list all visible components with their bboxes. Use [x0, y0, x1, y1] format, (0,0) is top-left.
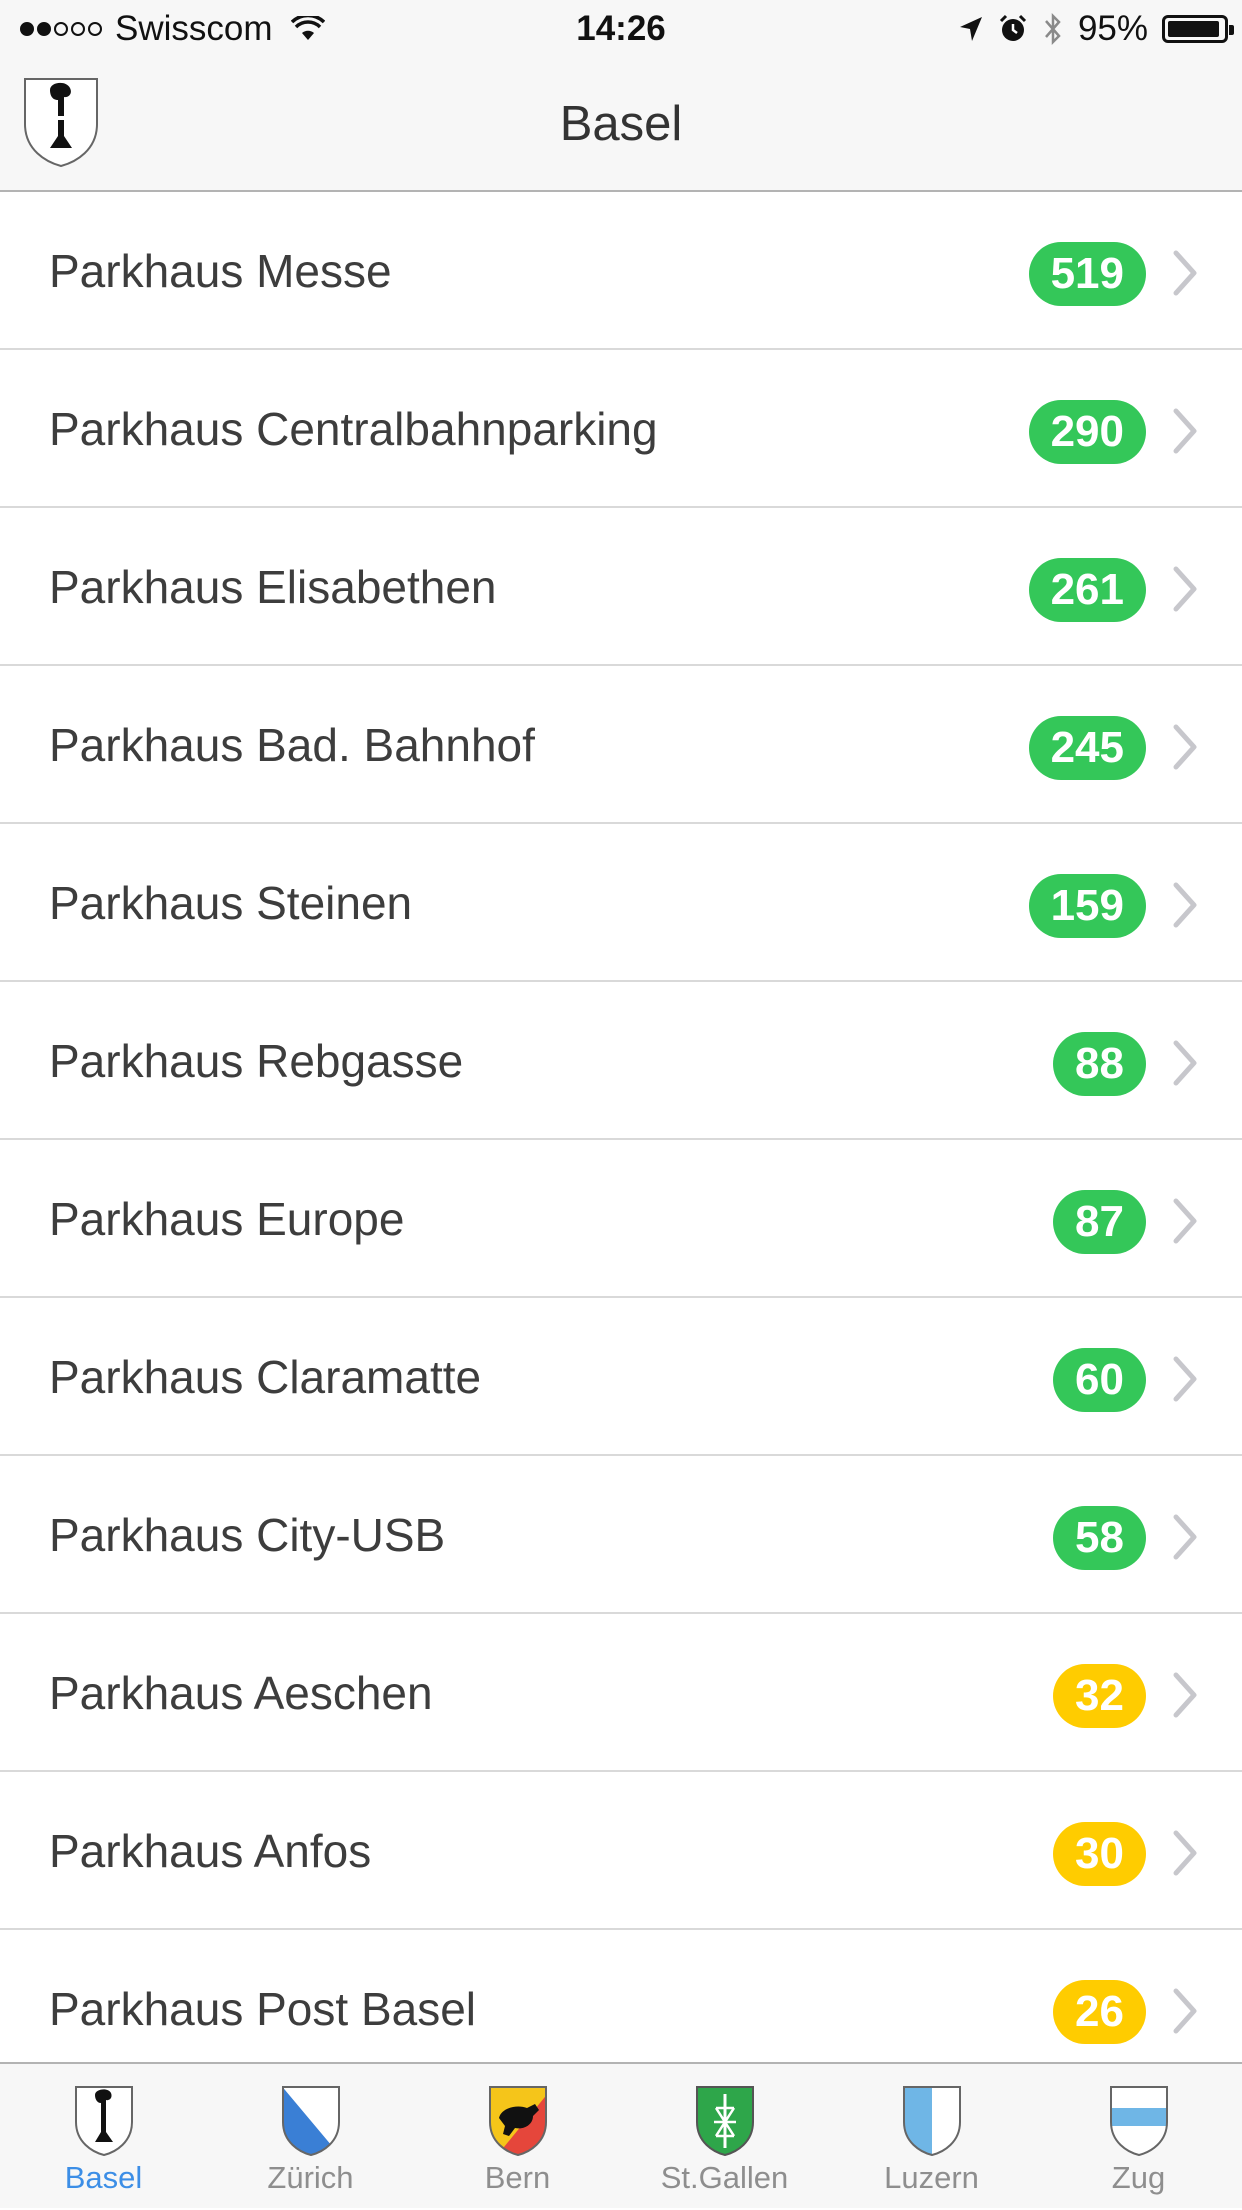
carrier-name: Swisscom: [115, 9, 273, 48]
tab-bern[interactable]: Bern: [414, 2064, 621, 2210]
parking-name: Parkhaus Messe: [49, 245, 392, 297]
wifi-icon: [290, 16, 325, 40]
free-spaces-badge: 60: [1053, 1348, 1146, 1412]
list-item[interactable]: Parkhaus Aeschen 32: [0, 1614, 1242, 1772]
page-title: Basel: [559, 97, 683, 151]
tab-zug[interactable]: Zug: [1035, 2064, 1242, 2210]
tab-label: St.Gallen: [660, 2160, 789, 2195]
chevron-right-icon: [1173, 408, 1197, 454]
chevron-right-icon: [1173, 1198, 1197, 1244]
stgallen-crest-icon: [696, 2086, 754, 2157]
parking-name: Parkhaus Anfos: [49, 1825, 372, 1877]
list-item[interactable]: Parkhaus Bad. Bahnhof 245: [0, 666, 1242, 824]
chevron-right-icon: [1173, 250, 1197, 296]
luzern-crest-icon: [903, 2086, 961, 2157]
battery-percent: 95%: [1077, 9, 1148, 48]
signal-strength-icon: [20, 22, 105, 36]
chevron-right-icon: [1173, 1514, 1197, 1560]
tab-luzern[interactable]: Luzern: [828, 2064, 1035, 2210]
tab-zurich[interactable]: Zürich: [207, 2064, 414, 2210]
list-item[interactable]: Parkhaus Post Basel 26: [0, 1930, 1242, 2062]
free-spaces-badge: 87: [1053, 1190, 1146, 1254]
list-item[interactable]: Parkhaus Claramatte 60: [0, 1298, 1242, 1456]
chevron-right-icon: [1173, 1988, 1197, 2034]
parking-name: Parkhaus Steinen: [49, 877, 413, 929]
chevron-right-icon: [1173, 1672, 1197, 1718]
basel-crest-icon: [75, 2086, 133, 2157]
parking-name: Parkhaus Europe: [49, 1193, 405, 1245]
chevron-right-icon: [1173, 1830, 1197, 1876]
tab-basel[interactable]: Basel: [0, 2064, 207, 2210]
parking-name: Parkhaus Centralbahnparking: [49, 403, 658, 455]
parking-name: Parkhaus Rebgasse: [49, 1035, 464, 1087]
parking-name: Parkhaus Bad. Bahnhof: [49, 719, 535, 771]
basel-crest-icon: [24, 78, 98, 168]
list-item[interactable]: Parkhaus Rebgasse 88: [0, 982, 1242, 1140]
parking-name: Parkhaus Claramatte: [49, 1351, 482, 1403]
parking-name: Parkhaus City-USB: [49, 1509, 446, 1561]
free-spaces-badge: 88: [1053, 1032, 1146, 1096]
list-item[interactable]: Parkhaus City-USB 58: [0, 1456, 1242, 1614]
free-spaces-badge: 30: [1053, 1822, 1146, 1886]
list-item[interactable]: Parkhaus Steinen 159: [0, 824, 1242, 982]
list-item[interactable]: Parkhaus Centralbahnparking 290: [0, 350, 1242, 508]
tab-label: Zürich: [267, 2160, 354, 2195]
free-spaces-badge: 290: [1028, 400, 1146, 464]
list-item[interactable]: Parkhaus Anfos 30: [0, 1772, 1242, 1930]
parking-list: Parkhaus Messe 519 Parkhaus Centralbahnp…: [0, 192, 1242, 2062]
free-spaces-badge: 519: [1028, 242, 1146, 306]
battery-icon: [1162, 15, 1234, 43]
tab-label: Zug: [1111, 2160, 1166, 2195]
list-item[interactable]: Parkhaus Messe 519: [0, 192, 1242, 350]
parking-name: Parkhaus Aeschen: [49, 1667, 433, 1719]
parking-name: Parkhaus Post Basel: [49, 1983, 477, 2035]
free-spaces-badge: 32: [1053, 1664, 1146, 1728]
list-item[interactable]: Parkhaus Elisabethen 261: [0, 508, 1242, 666]
bern-crest-icon: [489, 2086, 547, 2157]
tab-label: Basel: [64, 2160, 143, 2195]
status-bar: Swisscom 14:26 95%: [0, 0, 1242, 60]
bluetooth-icon: [1044, 12, 1061, 46]
free-spaces-badge: 245: [1028, 716, 1146, 780]
navigation-bar: Basel: [0, 60, 1242, 192]
chevron-right-icon: [1173, 566, 1197, 612]
chevron-right-icon: [1173, 1356, 1197, 1402]
location-arrow-icon: [959, 17, 982, 41]
status-left: Swisscom: [20, 9, 325, 49]
tab-bar: Basel Zürich Bern: [0, 2062, 1242, 2208]
zug-crest-icon: [1110, 2086, 1168, 2157]
status-right: 95%: [944, 9, 1234, 49]
tab-label: Bern: [484, 2160, 551, 2195]
alarm-icon: [999, 14, 1026, 41]
free-spaces-badge: 261: [1028, 558, 1146, 622]
free-spaces-badge: 159: [1028, 874, 1146, 938]
list-item[interactable]: Parkhaus Europe 87: [0, 1140, 1242, 1298]
free-spaces-badge: 26: [1053, 1980, 1146, 2044]
chevron-right-icon: [1173, 882, 1197, 928]
chevron-right-icon: [1173, 724, 1197, 770]
tab-stgallen[interactable]: St.Gallen: [621, 2064, 828, 2210]
clock: 14:26: [576, 9, 666, 48]
zurich-crest-icon: [282, 2086, 340, 2157]
chevron-right-icon: [1173, 1040, 1197, 1086]
tab-label: Luzern: [884, 2160, 979, 2195]
parking-name: Parkhaus Elisabethen: [49, 561, 497, 613]
free-spaces-badge: 58: [1053, 1506, 1146, 1570]
